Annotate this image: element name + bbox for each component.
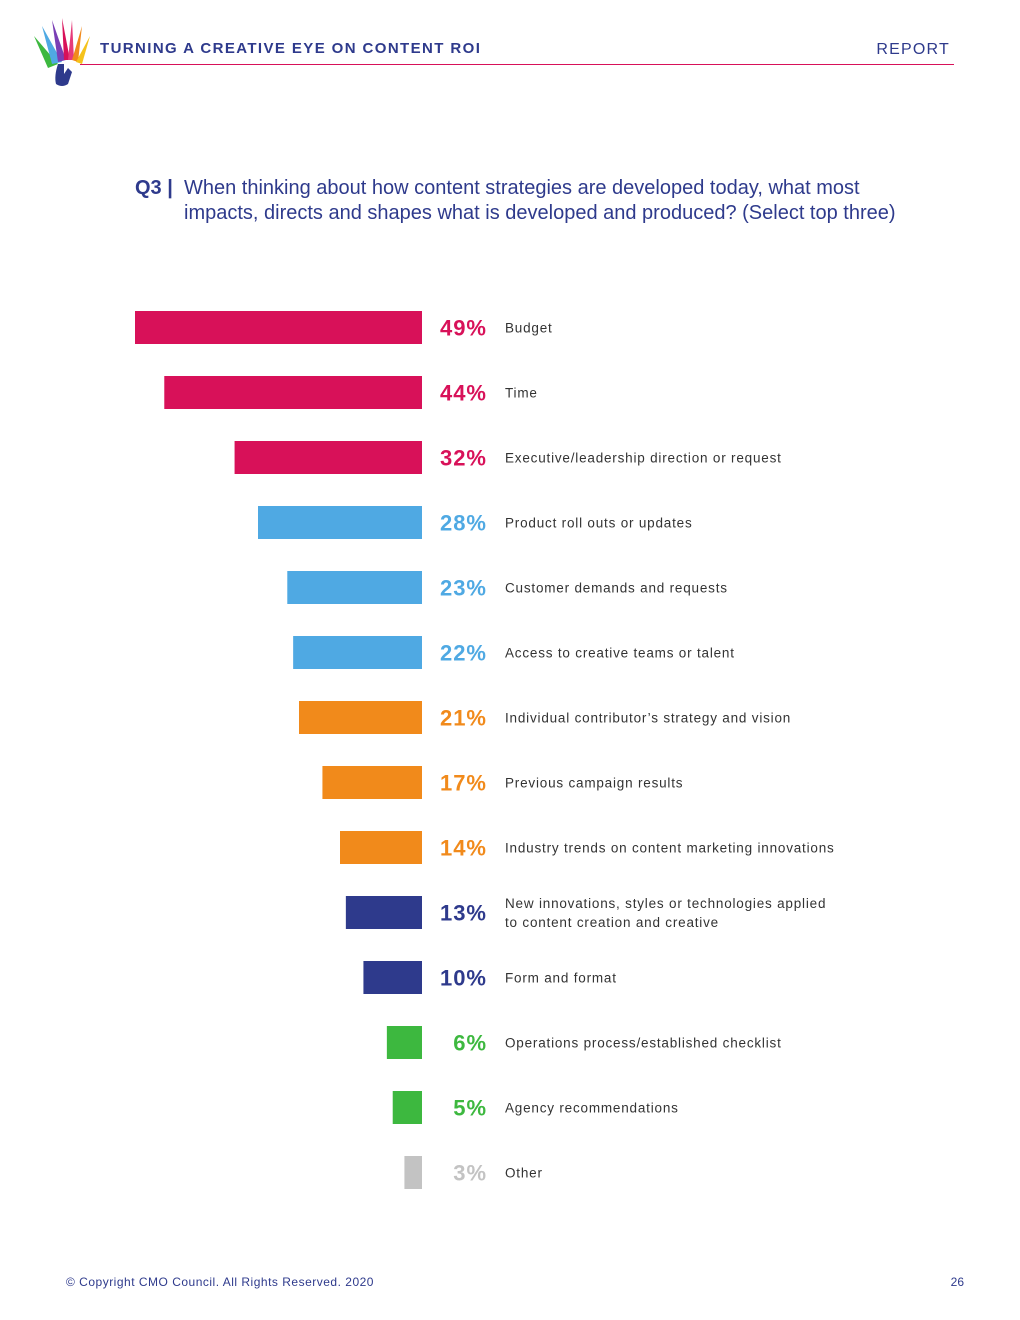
value-label-11: 10% — [440, 966, 487, 991]
category-label-line: Executive/leadership direction or reques… — [505, 451, 782, 466]
category-label-line: New innovations, styles or technologies … — [505, 896, 826, 911]
bar-8 — [322, 766, 422, 799]
category-label-line: Form and format — [505, 971, 617, 986]
bar-3 — [234, 441, 422, 474]
bar-5 — [287, 571, 422, 604]
category-label-7: Individual contributor’s strategy and vi… — [505, 711, 791, 726]
category-label-13: Agency recommendations — [505, 1101, 679, 1116]
category-label-line: Industry trends on content marketing inn… — [505, 841, 835, 856]
category-label-14: Other — [505, 1166, 543, 1181]
bar-6 — [293, 636, 422, 669]
bar-13 — [392, 1091, 422, 1124]
value-label-12: 6% — [453, 1031, 487, 1056]
bar-7 — [299, 701, 422, 734]
value-label-6: 22% — [440, 641, 487, 666]
value-label-8: 17% — [440, 771, 487, 796]
category-label-line: Access to creative teams or talent — [505, 646, 735, 661]
category-label-line: to content creation and creative — [505, 915, 719, 930]
value-label-2: 44% — [440, 381, 487, 406]
category-label-12: Operations process/established checklist — [505, 1036, 782, 1051]
footer-page-number: 26 — [950, 1275, 964, 1289]
bar-4 — [258, 506, 422, 539]
value-label-10: 13% — [440, 901, 487, 926]
category-label-line: Customer demands and requests — [505, 581, 728, 596]
category-label-line: Agency recommendations — [505, 1101, 679, 1116]
category-label-8: Previous campaign results — [505, 776, 683, 791]
category-label-line: Individual contributor’s strategy and vi… — [505, 711, 791, 726]
footer-copyright: © Copyright CMO Council. All Rights Rese… — [66, 1275, 374, 1289]
bar-14 — [404, 1156, 422, 1189]
header-divider — [80, 64, 954, 65]
value-label-14: 3% — [453, 1161, 487, 1186]
question-number: Q3 | — [135, 177, 173, 199]
value-label-4: 28% — [440, 511, 487, 536]
category-label-line: Operations process/established checklist — [505, 1036, 782, 1051]
value-label-1: 49% — [440, 316, 487, 341]
category-label-1: Budget — [505, 321, 553, 336]
cmo-council-logo — [34, 18, 90, 86]
value-label-9: 14% — [440, 836, 487, 861]
category-label-5: Customer demands and requests — [505, 581, 728, 596]
category-label-2: Time — [505, 386, 538, 401]
value-label-3: 32% — [440, 446, 487, 471]
bar-11 — [363, 961, 422, 994]
header-title: TURNING A CREATIVE EYE ON CONTENT ROI — [100, 40, 482, 57]
bar-2 — [164, 376, 423, 409]
value-label-13: 5% — [453, 1096, 487, 1121]
logo-hand — [55, 64, 72, 86]
category-label-4: Product roll outs or updates — [505, 516, 693, 531]
bar-12 — [386, 1026, 422, 1059]
bar-9 — [340, 831, 422, 864]
category-label-line: Previous campaign results — [505, 776, 683, 791]
category-label-10: New innovations, styles or technologies … — [505, 896, 826, 930]
category-label-11: Form and format — [505, 971, 617, 986]
value-label-5: 23% — [440, 576, 487, 601]
category-label-3: Executive/leadership direction or reques… — [505, 451, 782, 466]
category-label-9: Industry trends on content marketing inn… — [505, 841, 835, 856]
logo-petals — [34, 18, 90, 68]
category-label-6: Access to creative teams or talent — [505, 646, 735, 661]
header-report-label: REPORT — [876, 41, 950, 58]
category-label-line: Budget — [505, 321, 553, 336]
question-text: When thinking about how content strategi… — [184, 177, 896, 224]
bar-1 — [135, 311, 422, 344]
category-label-line: Other — [505, 1166, 543, 1181]
category-label-line: Product roll outs or updates — [505, 516, 693, 531]
value-label-7: 21% — [440, 706, 487, 731]
bar-10 — [345, 896, 422, 929]
category-label-line: Time — [505, 386, 538, 401]
